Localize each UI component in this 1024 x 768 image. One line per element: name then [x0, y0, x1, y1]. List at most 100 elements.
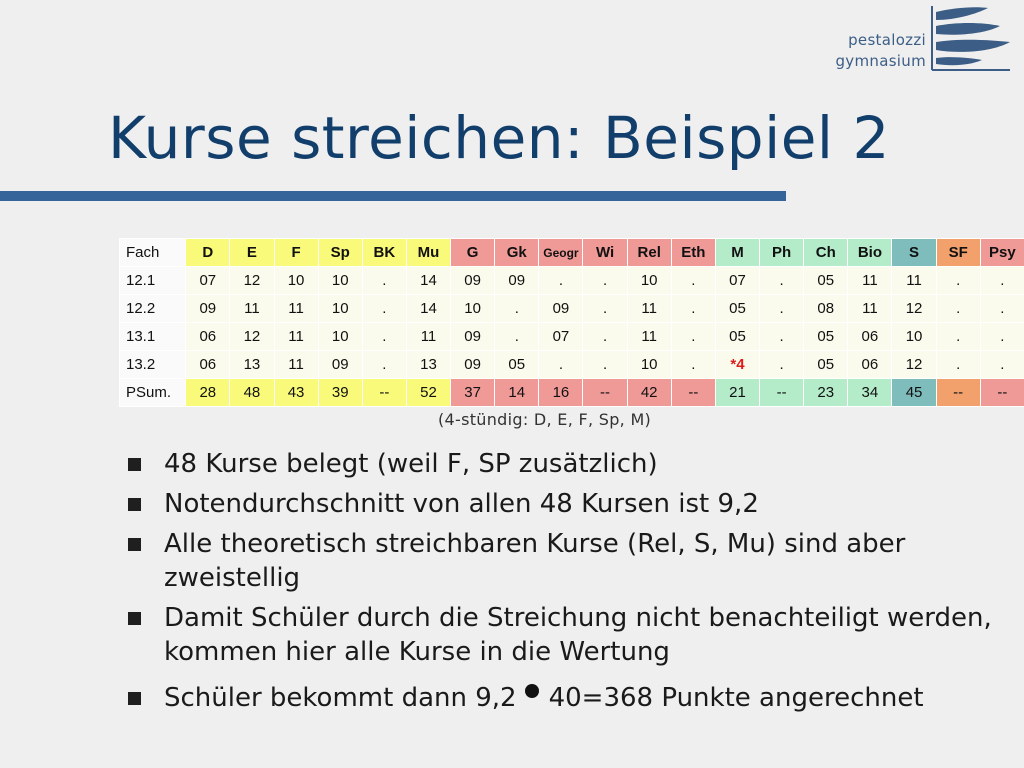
grade-cell: .: [759, 294, 805, 323]
grade-cell: 14: [405, 266, 452, 295]
grade-cell: .: [361, 350, 407, 379]
grade-cell: .: [759, 266, 805, 295]
grade-cell: .: [759, 350, 805, 379]
grade-cell: 06: [847, 350, 893, 379]
grade-cell: 12: [891, 350, 937, 379]
sum-label: PSum.: [118, 378, 187, 407]
grade-cell: 10: [626, 266, 672, 295]
bullet-square-icon: [128, 498, 141, 511]
grade-cell: 05: [803, 350, 849, 379]
grade-cell: 11: [229, 294, 275, 323]
table-caption: (4-stündig: D, E, F, Sp, M): [438, 410, 652, 429]
grade-cell: .: [670, 266, 716, 295]
bullet-text: 48 Kurse belegt (weil F, SP zusätzlich): [164, 449, 658, 479]
grade-cell: 09: [450, 266, 496, 295]
grade-cell: .: [979, 350, 1024, 379]
subject-header: Eth: [670, 238, 716, 267]
bullet-text: Damit Schüler durch die Streichung nicht…: [164, 603, 992, 667]
grade-cell: 13: [405, 350, 452, 379]
sum-cell: 37: [450, 378, 496, 407]
subject-header: Ph: [759, 238, 805, 267]
semester-label: 13.1: [118, 322, 187, 351]
subject-header: Mu: [405, 238, 452, 267]
subject-header: Wi: [582, 238, 628, 267]
grade-cell: .: [935, 266, 981, 295]
grade-cell: 11: [891, 266, 937, 295]
bullet-list: 48 Kurse belegt (weil F, SP zusätzlich) …: [128, 447, 1018, 721]
grade-cell: 11: [847, 266, 893, 295]
subject-header: Geogr: [538, 238, 584, 267]
grade-cell: .: [494, 294, 540, 323]
bullet-square-icon: [128, 458, 141, 471]
sum-cell: 52: [405, 378, 452, 407]
semester-label: 13.2: [118, 350, 187, 379]
logo-line-1: pestalozzi: [848, 31, 926, 49]
grade-cell: .: [361, 266, 407, 295]
grade-cell: 07: [538, 322, 584, 351]
grade-cell: 08: [803, 294, 849, 323]
grade-cell: 10: [626, 350, 672, 379]
sum-cell: --: [582, 378, 628, 407]
bullet-text: Alle theoretisch streichbaren Kurse (Rel…: [164, 529, 906, 593]
grade-cell: 06: [185, 322, 231, 351]
grade-cell: 05: [803, 266, 849, 295]
grade-cell: 13: [229, 350, 275, 379]
grade-cell: 10: [273, 266, 319, 295]
sum-cell: --: [979, 378, 1024, 407]
subject-header: F: [273, 238, 319, 267]
grade-cell: 10: [891, 322, 937, 351]
subject-header: Sp: [317, 238, 363, 267]
table-header-row: Fach D E F Sp BK Mu G Gk Geogr Wi Rel Eth M Ph Ch Bio S SF…: [118, 238, 1024, 267]
title-rule: [0, 191, 786, 201]
logo-line-2: gymnasium: [835, 52, 926, 70]
grade-cell: 09: [317, 350, 363, 379]
subject-header: Ch: [803, 238, 849, 267]
grade-cell: .: [979, 322, 1024, 351]
grade-cell: .: [582, 294, 628, 323]
bullet-item: Alle theoretisch streichbaren Kurse (Rel…: [128, 527, 1018, 595]
grade-cell: .: [582, 350, 628, 379]
subject-header: BK: [361, 238, 407, 267]
sum-cell: 28: [185, 378, 231, 407]
bullet-text: Notendurchschnitt von allen 48 Kursen is…: [164, 489, 759, 519]
slide-title: Kurse streichen: Beispiel 2: [108, 104, 890, 172]
subject-header: Bio: [847, 238, 893, 267]
grade-cell: 10: [450, 294, 496, 323]
subject-header: E: [229, 238, 275, 267]
semester-row: 12.2 09 11 11 10. 14 10. 09. 11. 05. 08 11 12..: [118, 294, 1024, 323]
grade-cell: .: [670, 322, 716, 351]
subject-header: Psy: [979, 238, 1024, 267]
sum-cell: --: [670, 378, 716, 407]
course-grades-table: Fach D E F Sp BK Mu G Gk Geogr Wi Rel Eth M Ph Ch Bio S SF…: [118, 238, 1024, 407]
grade-cell: .: [670, 350, 716, 379]
grade-cell: 05: [714, 294, 761, 323]
grade-cell: .: [538, 350, 584, 379]
points-sum-row: PSum. 28 48 43 39 -- 52 37 14 16 -- 42 -- 21 -- 23 34 45-…: [118, 378, 1024, 407]
school-logo: pestalozzi gymnasium: [822, 4, 1012, 72]
grade-cell: .: [935, 322, 981, 351]
bullet-square-icon: [128, 692, 141, 705]
semester-row: 13.2 06 13 11 09. 13 09 05.. 10. *4. 05 06 12..: [118, 350, 1024, 379]
grade-cell: 12: [229, 266, 275, 295]
pestalozzi-wave-logo-icon: [931, 6, 1010, 71]
grade-cell: .: [935, 294, 981, 323]
grade-cell: 12: [229, 322, 275, 351]
grade-cell: .: [361, 294, 407, 323]
grade-cell: .: [582, 322, 628, 351]
grade-cell: 05: [714, 322, 761, 351]
bullet-square-icon: [128, 612, 141, 625]
grade-cell: .: [979, 266, 1024, 295]
sum-cell: 43: [273, 378, 319, 407]
grade-cell: 11: [626, 322, 672, 351]
grade-cell: .: [361, 322, 407, 351]
grade-cell: .: [979, 294, 1024, 323]
grade-cell: .: [582, 266, 628, 295]
grade-cell: 10: [317, 322, 363, 351]
logo-text: pestalozzi gymnasium: [835, 30, 926, 72]
sum-cell: 34: [847, 378, 893, 407]
grade-cell: 07: [185, 266, 231, 295]
sum-cell: 45: [891, 378, 937, 407]
grade-cell: 11: [626, 294, 672, 323]
grade-cell: 09: [450, 350, 496, 379]
grade-cell: 10: [317, 266, 363, 295]
